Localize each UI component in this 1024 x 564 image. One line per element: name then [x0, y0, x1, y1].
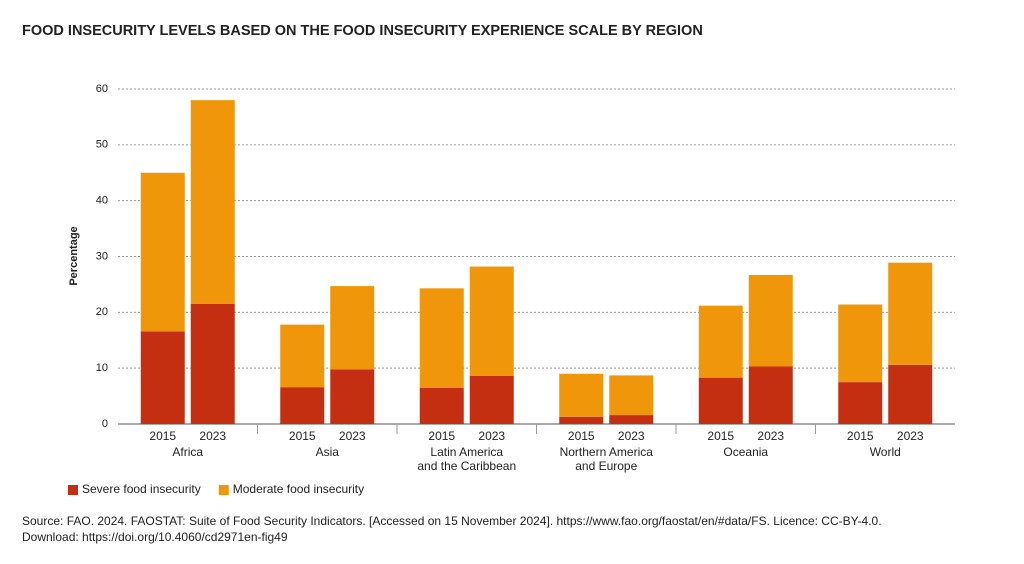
- x-tick-label: 2015: [847, 429, 874, 443]
- bar-segment: [140, 172, 185, 332]
- y-tick-label: 10: [96, 362, 108, 374]
- x-tick-label: 2023: [757, 429, 784, 443]
- legend-swatch: [68, 485, 78, 495]
- bar-segment: [698, 377, 743, 424]
- bar-segment: [559, 416, 604, 424]
- legend-swatch: [218, 485, 229, 495]
- bar-segment: [838, 382, 883, 424]
- bar-segment: [419, 387, 464, 424]
- bar-segment: [888, 262, 933, 365]
- bar-segment: [190, 303, 235, 424]
- bar-segment: [888, 364, 933, 424]
- legend-label: Moderate food insecurity: [233, 482, 364, 496]
- y-axis-label: Percentage: [68, 226, 80, 285]
- group-label: Latin America and the Caribbean: [417, 445, 517, 473]
- bar-segment: [190, 100, 235, 304]
- group-label: Oceania: [723, 445, 769, 459]
- bar-segment: [838, 304, 883, 383]
- bar-segment: [140, 331, 185, 424]
- group-label: Asia: [315, 445, 339, 459]
- bar-segment: [330, 369, 375, 424]
- y-tick-label: 40: [96, 195, 108, 207]
- bar-segment: [559, 373, 604, 417]
- x-tick-label: 2023: [618, 429, 645, 443]
- chart-title: FOOD INSECURITY LEVELS BASED ON THE FOOD…: [22, 23, 703, 39]
- legend-label: Severe food insecurity: [82, 482, 201, 496]
- y-tick-label: 60: [96, 83, 108, 95]
- bar-segment: [280, 324, 325, 388]
- bar-segment: [748, 366, 793, 424]
- bar-segment: [609, 415, 654, 424]
- bar-segment: [280, 387, 325, 424]
- x-tick-label: 2023: [339, 429, 366, 443]
- group-label: Africa: [172, 445, 204, 459]
- download: Download: https://doi.org/10.4060/cd2971…: [22, 530, 288, 544]
- group-label: Northern America and Europe: [559, 445, 653, 473]
- bar-segment: [419, 288, 464, 388]
- bar-segment: [469, 266, 514, 376]
- y-tick-label: 0: [102, 418, 108, 430]
- x-tick-label: 2015: [289, 429, 316, 443]
- group-label: World: [869, 445, 901, 459]
- x-tick-label: 2023: [478, 429, 505, 443]
- x-tick-label: 2015: [568, 429, 595, 443]
- x-tick-label: 2015: [149, 429, 176, 443]
- x-tick-label: 2023: [199, 429, 226, 443]
- x-tick-label: 2015: [707, 429, 734, 443]
- bar-segment: [609, 375, 654, 416]
- bar-segment: [748, 274, 793, 367]
- source: Source: FAO. 2024. FAOSTAT: Suite of Foo…: [22, 514, 882, 528]
- bar-segment: [469, 375, 514, 424]
- y-tick-label: 20: [96, 306, 108, 318]
- bar-segment: [698, 305, 743, 378]
- bar-segment: [330, 286, 375, 370]
- y-tick-label: 30: [96, 250, 108, 262]
- x-tick-label: 2015: [428, 429, 455, 443]
- x-tick-label: 2023: [897, 429, 924, 443]
- y-tick-label: 50: [96, 139, 108, 151]
